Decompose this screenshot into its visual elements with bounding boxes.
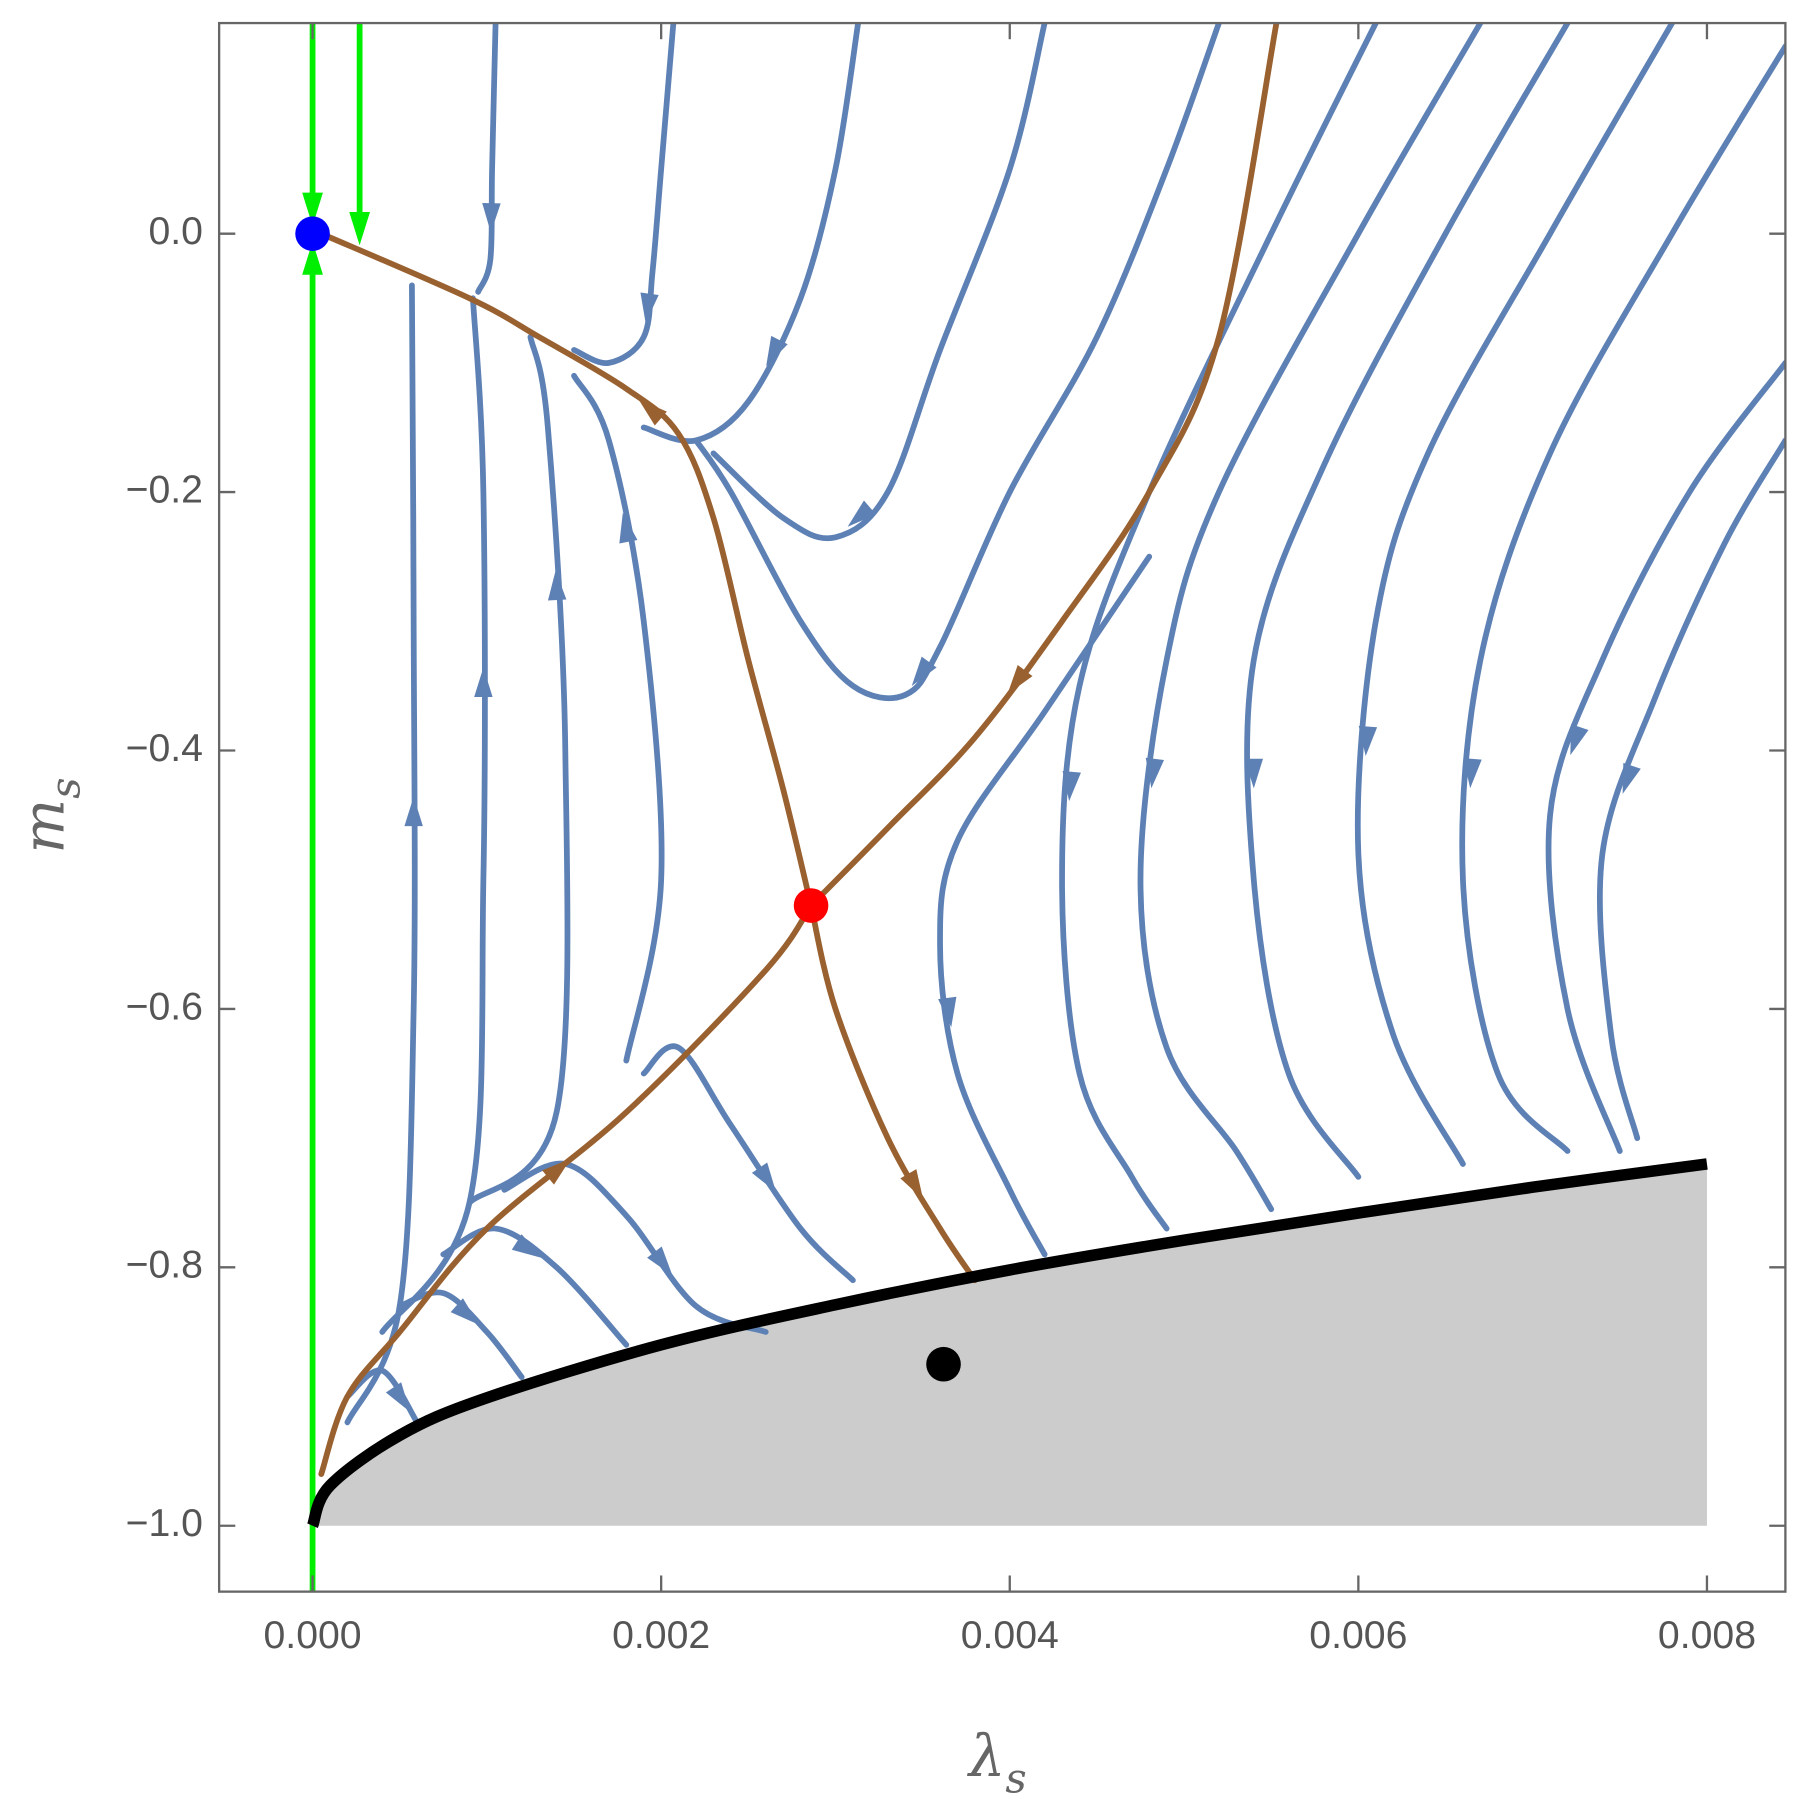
arrow-head: [900, 1169, 924, 1200]
arrow-head: [647, 1246, 673, 1276]
arrow-head: [1358, 725, 1378, 756]
fixed-point: [295, 216, 330, 251]
arrow-head: [640, 292, 659, 324]
flow-line: [1137, 23, 1484, 1213]
arrow-head: [638, 399, 667, 426]
x-tick-label: 0.002: [612, 1614, 710, 1657]
x-tick-label: 0.000: [264, 1614, 362, 1657]
flow-line: [344, 282, 418, 1426]
flow-line: [710, 23, 1048, 542]
arrow-head: [619, 512, 638, 544]
arrow-head: [511, 1234, 542, 1258]
fixed-point: [926, 1346, 961, 1382]
arrow-head: [847, 500, 877, 527]
arrow-head: [938, 996, 957, 1028]
excluded-region: [312, 1163, 1707, 1526]
arrow-head: [385, 1382, 411, 1412]
flow-line: [318, 230, 814, 909]
flow-line: [1059, 23, 1379, 1232]
arrow-head: [911, 656, 937, 686]
frame: [217, 21, 1787, 1593]
boundary-curve: [307, 1158, 1708, 1529]
arrow-head: [1244, 758, 1264, 789]
flow-line: [1597, 437, 1786, 1141]
flow-line: [318, 902, 814, 1477]
arrow-head: [547, 570, 567, 601]
plot-area: [295, 23, 1786, 1592]
x-label-symbol: λ: [967, 1722, 1006, 1790]
y-tick-label: −1.0: [126, 1502, 203, 1545]
flow-line: [808, 23, 1280, 909]
x-label-subscript: s: [1005, 1753, 1026, 1802]
arrow-head: [1145, 757, 1165, 789]
flow-line: [501, 1160, 769, 1335]
flow-line: [1459, 43, 1786, 1154]
y-tick-label: −0.4: [126, 727, 203, 770]
flow-line: [466, 334, 571, 1206]
flow-line: [937, 553, 1153, 1258]
flow-line: [379, 295, 488, 1335]
y-label-symbol: m: [9, 799, 77, 854]
y-tick-label: −0.2: [126, 468, 203, 511]
y-tick-label: −0.8: [126, 1244, 203, 1287]
flow-line: [640, 23, 862, 445]
arrow-head: [1062, 770, 1081, 802]
flow-line: [440, 1225, 630, 1348]
arrow-head: [474, 667, 493, 697]
x-tick-label: 0.008: [1658, 1614, 1756, 1657]
arrow-head: [404, 796, 423, 827]
arrow-head: [1007, 665, 1033, 695]
arrow-head: [450, 1298, 479, 1325]
flow-line: [1354, 23, 1675, 1167]
arrow-head: [766, 335, 788, 367]
y-tick-label: −0.6: [126, 985, 203, 1028]
arrow-head: [1463, 758, 1482, 789]
x-axis-label: λs: [967, 1722, 1027, 1802]
y-tick-label: 0.0: [148, 210, 203, 253]
flow-line: [571, 23, 677, 366]
x-tick-label: 0.004: [961, 1614, 1059, 1657]
y-label-subscript: s: [41, 777, 90, 798]
x-tick-label: 0.006: [1309, 1614, 1407, 1657]
flow-line: [808, 902, 978, 1284]
arrow-head: [302, 241, 323, 275]
arrow-head: [542, 1158, 571, 1185]
flow-line: [571, 372, 665, 1064]
flow-line: [640, 1043, 856, 1284]
flow-line: [693, 23, 1222, 702]
flow-line: [475, 23, 499, 295]
arrow-head: [349, 211, 371, 246]
arrow-head: [1622, 762, 1641, 794]
arrow-head: [751, 1162, 777, 1193]
arrow-head: [302, 192, 323, 226]
flow-line: [1545, 359, 1786, 1154]
flow-line: [1244, 23, 1571, 1180]
y-axis-label: ms: [9, 777, 89, 853]
arrow-head: [482, 203, 501, 233]
arrow-head: [1570, 724, 1589, 756]
fixed-point: [793, 888, 829, 923]
